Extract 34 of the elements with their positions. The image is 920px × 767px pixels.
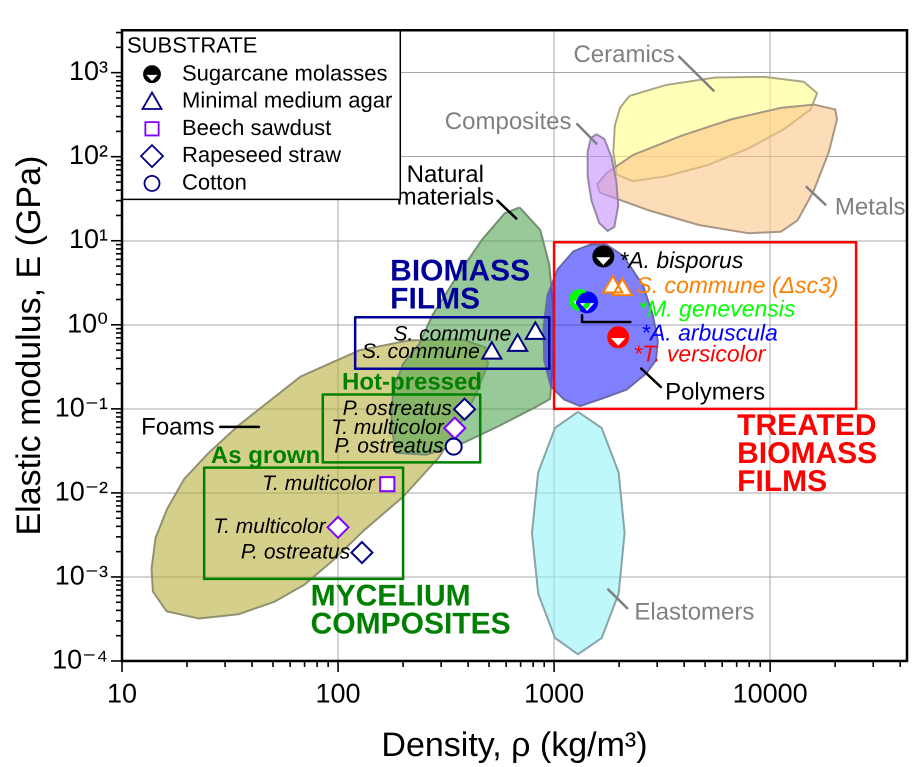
legend-title: SUBSTRATE	[127, 32, 258, 58]
legend-label: Beech sawdust	[182, 114, 332, 140]
annotation: *T. versicolor	[633, 340, 767, 367]
annotation: MYCELIUM COMPOSITES	[310, 579, 511, 640]
legend-label: Minimal medium agar	[182, 88, 392, 113]
annotation: P. ostreatus	[240, 540, 351, 564]
y-tick-label: 10⁻¹	[54, 392, 108, 422]
y-axis-title: Elastic modulus, E (GPa)	[10, 156, 48, 536]
legend-label: Rapeseed straw	[182, 142, 342, 168]
series-label: BIOMASS FILMS	[390, 254, 530, 316]
x-tick-label: 10000	[732, 678, 808, 709]
series-label: TREATED BIOMASS FILMS	[737, 409, 878, 498]
x-axis-title: Density, ρ (kg/m³)	[381, 726, 648, 764]
annotation: Ceramics	[573, 40, 675, 68]
annotation: Elastomers	[634, 598, 754, 626]
x-tick-label: 1000	[524, 678, 584, 709]
annotation: Metals	[834, 194, 906, 221]
y-tick-label: 10³	[68, 56, 108, 86]
x-tick-label: 10	[106, 678, 138, 709]
x-tick-label: 100	[316, 678, 361, 709]
annotation: Polymers	[665, 378, 766, 406]
annotation: T. multicolor	[213, 515, 327, 538]
series-label: As grown	[210, 442, 320, 469]
y-tick-label: 10⁰	[67, 308, 108, 338]
y-tick-label: 10⁻⁴	[52, 644, 108, 674]
y-tick-label: 10⁻³	[54, 560, 108, 590]
annotation: Natural materials	[396, 161, 494, 210]
y-tick-label: 10⁻²	[54, 476, 108, 506]
y-tick-label: 10¹	[68, 224, 108, 254]
annotation: Foams	[141, 414, 215, 441]
legend-label: Sugarcane molasses	[182, 60, 388, 86]
annotation: T. multicolor	[262, 472, 376, 496]
y-tick-label: 10²	[68, 140, 108, 170]
legend-label: Cotton	[182, 169, 247, 194]
